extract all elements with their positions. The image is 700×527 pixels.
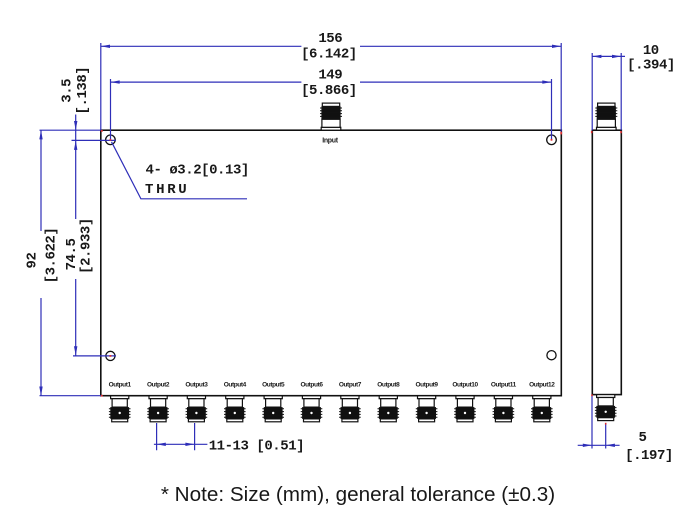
svg-text:[2.933]: [2.933] <box>79 218 95 274</box>
svg-text:156: 156 <box>318 31 342 47</box>
svg-text:[3.622]: [3.622] <box>44 228 60 284</box>
svg-text:11-13 [0.51]: 11-13 [0.51] <box>209 439 304 455</box>
svg-text:4- ø3.2[0.13]: 4- ø3.2[0.13] <box>146 163 249 179</box>
svg-text:Output4: Output4 <box>224 382 247 389</box>
svg-text:Output11: Output11 <box>491 382 517 389</box>
svg-text:Output9: Output9 <box>416 382 439 389</box>
svg-text:5: 5 <box>639 430 647 446</box>
svg-text:[.197]: [.197] <box>625 448 673 464</box>
svg-text:[5.866]: [5.866] <box>301 83 357 99</box>
svg-text:[6.142]: [6.142] <box>301 47 357 63</box>
svg-text:* Note: Size (mm), general tol: * Note: Size (mm), general tolerance (±0… <box>161 483 555 506</box>
svg-text:THRU: THRU <box>145 182 189 198</box>
svg-text:[.138]: [.138] <box>75 67 91 115</box>
svg-text:Output2: Output2 <box>147 382 170 389</box>
svg-text:Output10: Output10 <box>452 382 478 389</box>
svg-text:149: 149 <box>318 68 342 84</box>
svg-text:Output12: Output12 <box>529 382 555 389</box>
svg-text:74.5: 74.5 <box>64 239 80 271</box>
svg-text:Output1: Output1 <box>109 382 132 389</box>
svg-text:92: 92 <box>25 253 41 269</box>
svg-text:10: 10 <box>643 43 659 59</box>
svg-text:Output7: Output7 <box>339 382 362 389</box>
svg-text:Output5: Output5 <box>262 382 285 389</box>
svg-text:Input: Input <box>322 138 339 145</box>
svg-text:Output6: Output6 <box>300 382 323 389</box>
svg-text:[.394]: [.394] <box>627 58 675 74</box>
svg-text:3.5: 3.5 <box>60 79 76 103</box>
svg-text:Output3: Output3 <box>185 382 208 389</box>
svg-text:Output8: Output8 <box>377 382 400 389</box>
